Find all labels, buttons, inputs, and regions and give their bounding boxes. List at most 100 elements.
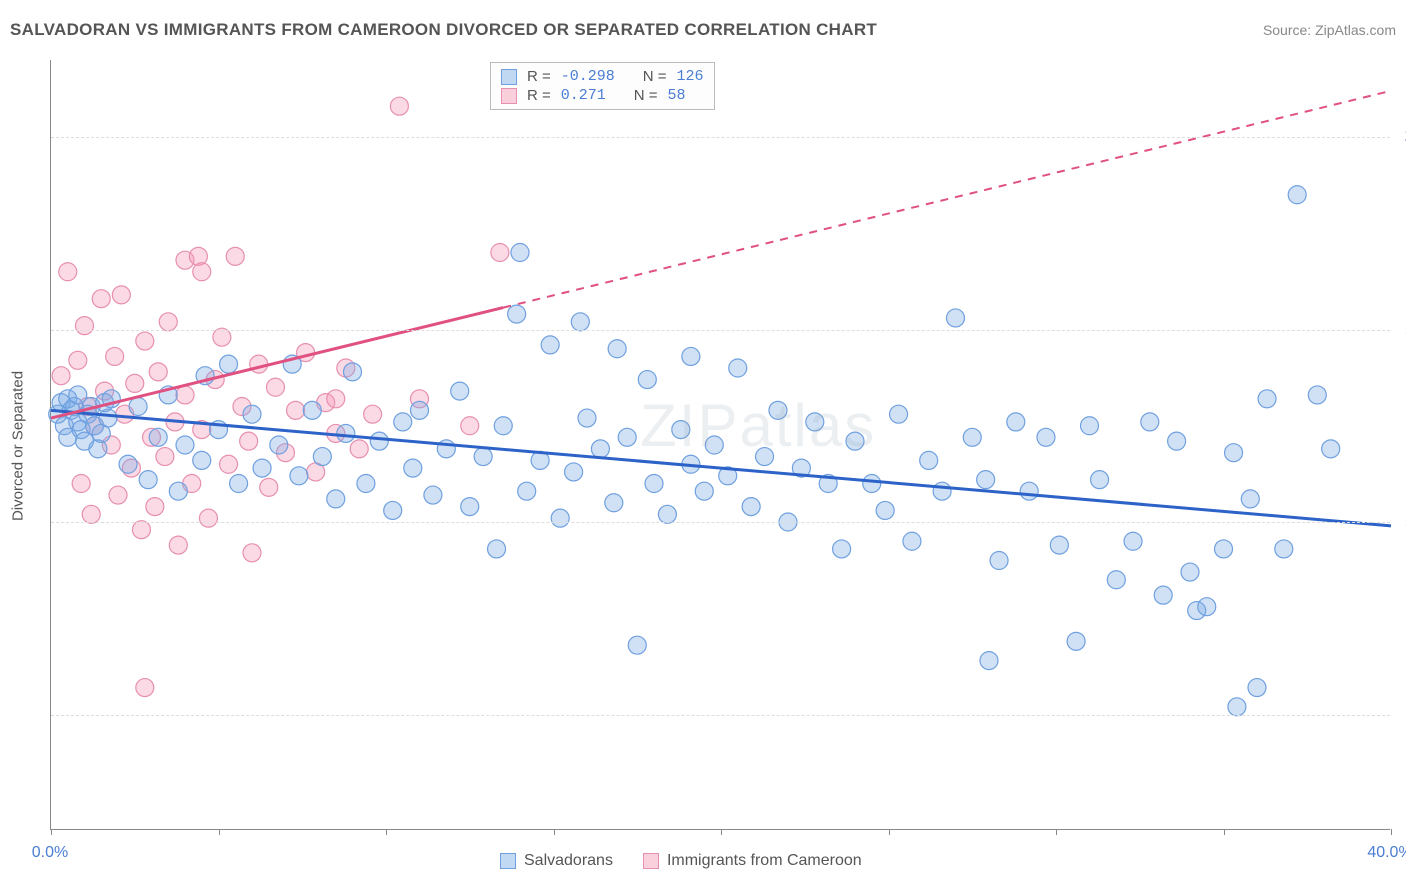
data-point (920, 451, 938, 469)
chart-container: SALVADORAN VS IMMIGRANTS FROM CAMEROON D… (0, 0, 1406, 892)
grid-line (51, 522, 1390, 523)
data-point (411, 401, 429, 419)
data-point (876, 501, 894, 519)
data-point (645, 475, 663, 493)
data-point (1091, 471, 1109, 489)
data-point (136, 332, 154, 350)
data-point (1081, 417, 1099, 435)
source-label: Source: ZipAtlas.com (1263, 22, 1396, 38)
trend-line (51, 410, 1391, 525)
data-point (846, 432, 864, 450)
y-tick-label: 20.0% (1395, 128, 1406, 146)
data-point (126, 374, 144, 392)
data-point (729, 359, 747, 377)
data-point (112, 286, 130, 304)
data-point (618, 428, 636, 446)
data-point (1141, 413, 1159, 431)
data-point (682, 347, 700, 365)
data-point (337, 424, 355, 442)
legend-item: Salvadorans (500, 852, 613, 870)
data-point (344, 363, 362, 381)
data-point (136, 679, 154, 697)
data-point (963, 428, 981, 446)
r-label: R = (527, 68, 551, 85)
data-point (863, 475, 881, 493)
data-point (253, 459, 271, 477)
data-point (608, 340, 626, 358)
data-point (1020, 482, 1038, 500)
x-tick (1056, 829, 1057, 835)
data-point (82, 505, 100, 523)
data-point (146, 498, 164, 516)
legend-label: Immigrants from Cameroon (667, 852, 862, 870)
data-point (106, 347, 124, 365)
grid-line (51, 715, 1390, 716)
data-point (76, 317, 94, 335)
x-tick (1391, 829, 1392, 835)
x-tick (219, 829, 220, 835)
data-point (461, 498, 479, 516)
data-point (1258, 390, 1276, 408)
data-point (313, 448, 331, 466)
data-point (638, 371, 656, 389)
data-point (672, 421, 690, 439)
data-point (287, 401, 305, 419)
data-point (1067, 632, 1085, 650)
data-point (1248, 679, 1266, 697)
data-point (578, 409, 596, 427)
data-point (109, 486, 127, 504)
x-tick (889, 829, 890, 835)
data-point (384, 501, 402, 519)
data-point (69, 351, 87, 369)
data-point (742, 498, 760, 516)
data-point (1050, 536, 1068, 554)
data-point (424, 486, 442, 504)
y-axis-title: Divorced or Separated (10, 371, 27, 521)
data-point (260, 478, 278, 496)
data-point (390, 97, 408, 115)
data-point (833, 540, 851, 558)
data-point (494, 417, 512, 435)
data-point (129, 398, 147, 416)
n-label: N = (643, 68, 667, 85)
n-value: 58 (668, 87, 686, 104)
x-tick (51, 829, 52, 835)
data-point (364, 405, 382, 423)
data-point (199, 509, 217, 527)
legend-swatch (501, 69, 517, 85)
data-point (230, 475, 248, 493)
data-point (72, 475, 90, 493)
data-point (491, 244, 509, 262)
data-point (1322, 440, 1340, 458)
data-point (571, 313, 589, 331)
data-point (474, 448, 492, 466)
x-tick-label: 0.0% (32, 844, 68, 862)
data-point (213, 328, 231, 346)
data-point (1007, 413, 1025, 431)
data-point (119, 455, 137, 473)
grid-line (51, 330, 1390, 331)
data-point (156, 448, 174, 466)
data-point (370, 432, 388, 450)
legend-item: Immigrants from Cameroon (643, 852, 862, 870)
x-tick (721, 829, 722, 835)
data-point (1124, 532, 1142, 550)
data-point (890, 405, 908, 423)
header: SALVADORAN VS IMMIGRANTS FROM CAMEROON D… (10, 20, 1396, 40)
data-point (176, 386, 194, 404)
data-point (1275, 540, 1293, 558)
data-point (99, 409, 117, 427)
data-point (1168, 432, 1186, 450)
data-point (933, 482, 951, 500)
data-point (226, 247, 244, 265)
x-tick (386, 829, 387, 835)
data-point (1308, 386, 1326, 404)
data-point (1181, 563, 1199, 581)
data-point (628, 636, 646, 654)
data-point (270, 436, 288, 454)
data-point (220, 355, 238, 373)
stats-row: R =-0.298N =126 (501, 67, 704, 86)
data-point (149, 363, 167, 381)
data-point (1215, 540, 1233, 558)
data-point (350, 440, 368, 458)
